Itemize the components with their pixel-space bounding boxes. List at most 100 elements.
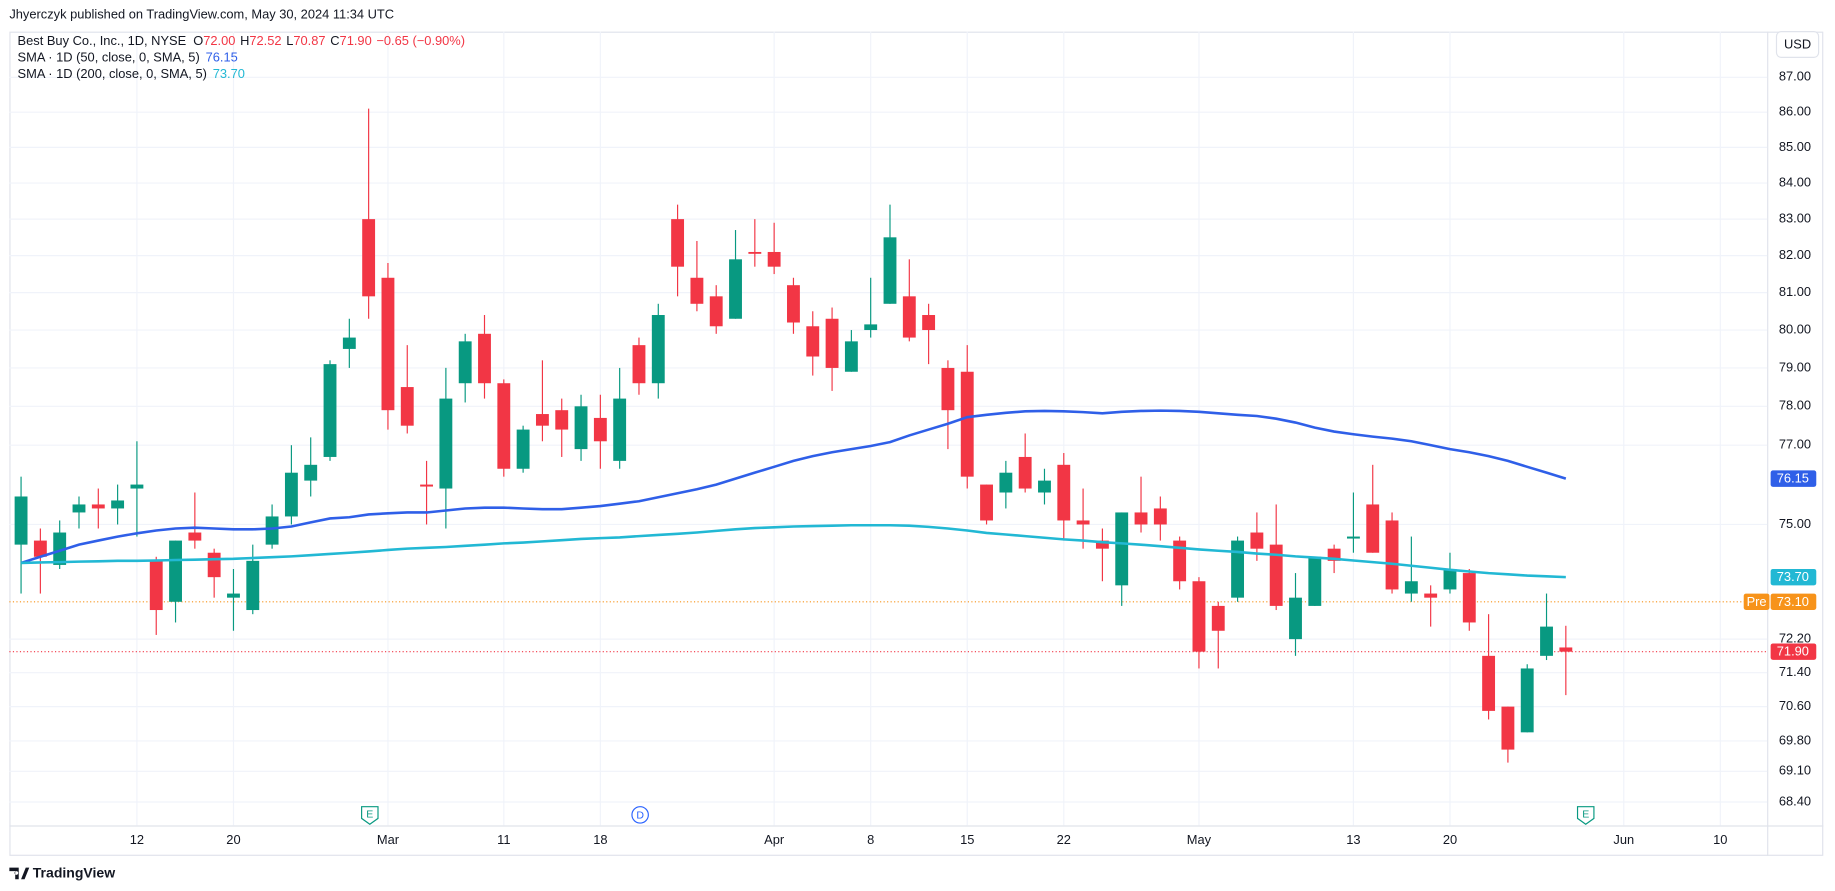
x-tick-label: 15 [960,832,974,847]
candle-body [227,593,240,598]
candle-body [265,516,279,545]
candle-body [844,341,858,372]
y-tick-label: 70.60 [1779,698,1811,713]
candle-body [111,500,125,509]
y-tick-label: 69.80 [1779,732,1811,747]
candle-body [400,387,414,426]
price-badge [1770,593,1817,610]
y-tick-label: 80.00 [1779,321,1811,336]
candle-body [806,326,820,357]
candle-body [825,318,839,368]
candle-body [1173,540,1187,582]
legend-row: Best Buy Co., Inc., 1D, NYSE O72.00 H72.52… [18,34,465,49]
candle-body [1038,480,1051,493]
legend: Best Buy Co., Inc., 1D, NYSE O72.00 H72.52… [18,34,465,82]
candle-body [1250,532,1264,549]
price-tag [1743,593,1770,610]
candle-body [91,504,105,509]
x-tick-label: Apr [764,832,785,847]
legend-value: 71.90 [340,34,372,49]
candle-body [342,337,356,349]
x-tick-label: Mar [377,832,400,847]
legend-key: O [193,34,203,49]
candle-body [960,371,974,477]
sma-line [20,409,1567,565]
candle-body [1346,536,1360,539]
candle-body [362,219,376,297]
candle-body [1443,568,1457,590]
candle-body [748,251,762,254]
candle-body [1018,456,1032,489]
candle-body [980,484,993,521]
candle-body [304,464,318,481]
legend-change: −0.65 (−0.90%) [376,34,465,49]
y-tick-label: 79.00 [1779,359,1811,374]
x-tick-label: 18 [593,832,607,847]
legend-value: 72.00 [203,34,235,49]
candle-body [941,367,955,411]
candle-body [439,398,453,489]
candle-body [999,472,1013,493]
candle-body [1095,540,1109,549]
y-tick-label: 81.00 [1779,284,1811,299]
x-tick-label: 22 [1057,832,1071,847]
event-dividend: D [631,806,649,824]
x-tick-label: 11 [497,832,510,847]
price-badge-label: 73.10 [1777,594,1809,609]
legend-key: L [286,34,293,49]
price-badge [1770,643,1817,660]
candle-body [1076,520,1090,525]
candle-body [1211,605,1225,631]
y-tick-label: 75.00 [1779,516,1811,531]
series-badge [1770,568,1817,586]
candle-body [883,237,897,304]
x-tick-label: 20 [226,832,240,847]
candle-body [1153,508,1167,525]
legend-value: 72.52 [249,34,281,49]
candle-body [1289,597,1302,640]
price-tag-label: Pre [1747,594,1767,609]
candle-body [478,333,491,384]
candle-body [207,552,221,578]
currency-label: USD [1784,36,1811,51]
candle-body [922,315,936,331]
y-tick-label: 87.00 [1779,69,1811,84]
candle-body [593,417,607,442]
candle-body [1424,593,1438,598]
price-axis: 87.00 86.00 85.00 84.00 83.00 82.00 81.00 80.00… [130,69,1817,847]
candle-body [188,532,202,541]
event-earnings: E [1576,806,1595,825]
candle-body [1462,573,1476,623]
y-tick-label: 78.00 [1779,398,1811,413]
candle-body [1501,706,1515,750]
y-tick-label: 84.00 [1779,174,1811,189]
legend-series-value: 76.15 [206,50,238,65]
candle-body [1308,556,1322,606]
candle-body [130,484,144,489]
legend-series-name: SMA · 1D (200, close, 0, SMA, 5) [18,66,207,81]
y-tick-label: 68.40 [1779,793,1811,808]
candle-body [420,484,434,487]
candle-body [1134,512,1148,525]
legend-row: SMA · 1D (200, close, 0, SMA, 5) 73.70 [18,66,245,81]
candle-body [323,364,337,457]
currency-button[interactable] [1775,31,1820,58]
candle-body [574,406,588,450]
candle-body [1231,540,1245,598]
candle-body [902,296,916,338]
brand-name: TradingView [33,865,115,881]
candle-body [613,398,627,461]
candle-body [555,410,569,430]
x-tick-label: 13 [1346,832,1360,847]
y-tick-label: 85.00 [1779,139,1811,154]
event-label: D [636,809,644,821]
brand-logo [9,867,30,880]
candle-body [497,383,511,469]
candle-body [1404,581,1418,594]
y-tick-label: 71.40 [1779,664,1811,679]
candle-body [1559,647,1573,652]
candle-body [72,504,86,513]
legend-symbol: Best Buy Co., Inc., 1D, NYSE [18,34,187,49]
x-tick-label: 20 [1443,832,1457,847]
